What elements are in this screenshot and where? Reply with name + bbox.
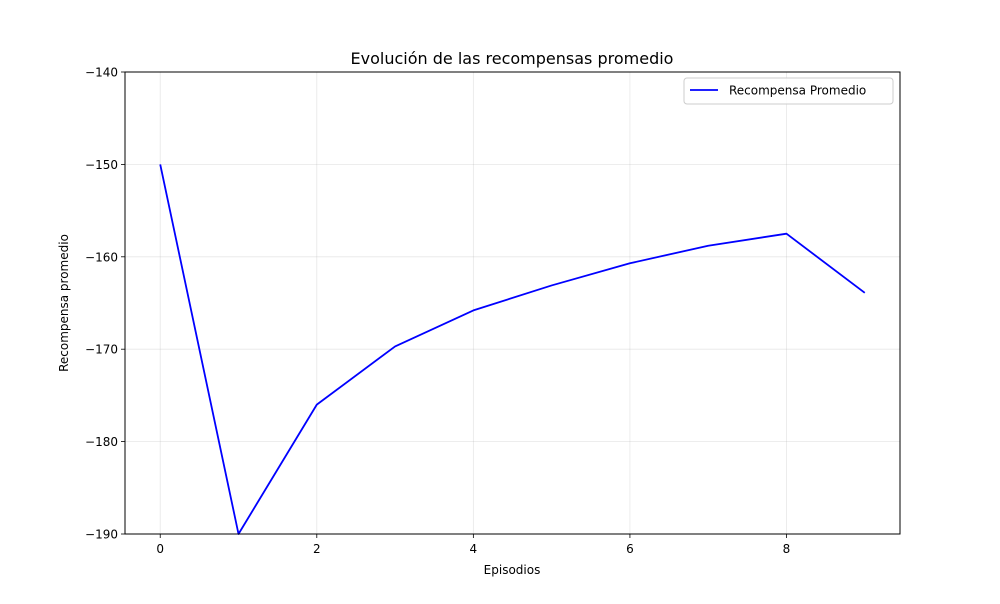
x-axis-label: Episodios xyxy=(484,563,541,577)
x-tick-label: 0 xyxy=(156,542,164,556)
y-tick-label: −180 xyxy=(85,435,118,449)
y-tick-label: −160 xyxy=(85,250,118,264)
plot-frame xyxy=(124,71,901,535)
x-tick-label: 2 xyxy=(313,542,321,556)
y-tick-label: −150 xyxy=(85,158,118,172)
y-tick-label: −140 xyxy=(85,66,118,80)
grid-layer xyxy=(125,71,900,535)
legend-box xyxy=(683,77,894,105)
legend-label: Recompensa Promedio xyxy=(729,84,866,98)
x-tick-label: 6 xyxy=(626,542,634,556)
x-tick-label: 8 xyxy=(783,542,791,556)
x-tick-label: 4 xyxy=(470,542,478,556)
series-line xyxy=(159,164,866,535)
chart-title: Evolución de las recompensas promedio xyxy=(351,49,674,68)
series-layer xyxy=(159,164,866,535)
y-tick-label: −170 xyxy=(85,343,118,357)
ticks-layer: 0 2 4 6 8 −190 −180 −170 −160 −150 −140 xyxy=(85,66,790,557)
legend: Recompensa Promedio xyxy=(683,77,894,105)
y-tick-label: −190 xyxy=(85,528,118,542)
y-axis-label: Recompensa promedio xyxy=(57,234,71,372)
